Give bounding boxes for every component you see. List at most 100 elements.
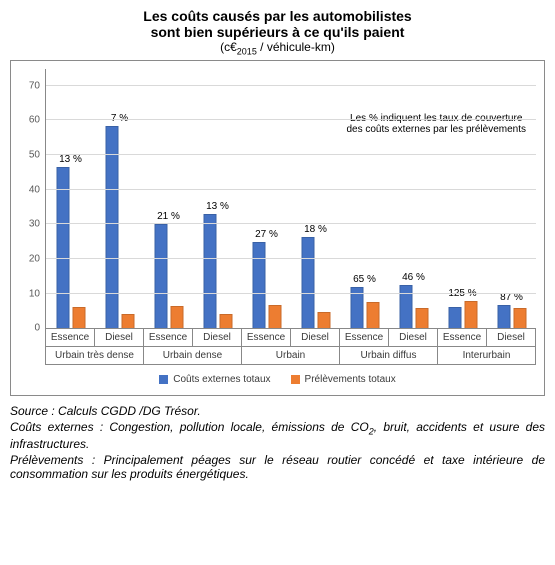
x-sub-label: Diesel [95, 329, 144, 347]
bar-group: 65 %46 % [340, 69, 438, 328]
bar-subgroup: 125 % [438, 69, 487, 328]
bar [56, 167, 69, 328]
bar [415, 308, 428, 328]
bar [105, 126, 118, 329]
x-group-label: Interurbain [438, 347, 536, 365]
bar [219, 314, 232, 329]
bar-pair [56, 167, 85, 328]
footnote-externals: Coûts externes : Congestion, pollution l… [10, 420, 545, 450]
ytick-label: 10 [29, 288, 46, 299]
bar-data-label: 125 % [438, 288, 488, 299]
bar [366, 302, 379, 328]
legend-item: Coûts externes totaux [159, 374, 270, 385]
gridline [46, 154, 536, 155]
bar-subgroup: 87 % [487, 69, 536, 328]
ytick-label: 40 [29, 184, 46, 195]
gridline [46, 85, 536, 86]
bar [72, 307, 85, 328]
subtitle-suffix: / véhicule-km) [257, 40, 335, 54]
x-group-label: Urbain diffus [340, 347, 438, 365]
subtitle-subscript: 2015 [237, 46, 257, 56]
bar-subgroup: 7 % [95, 69, 144, 328]
x-sub-label: Essence [438, 329, 487, 347]
bar-data-label: 18 % [291, 224, 341, 235]
bar-pair [399, 285, 428, 328]
x-sub-label: Diesel [389, 329, 438, 347]
footnote-externals-prefix: Coûts externes : Congestion, pollution l… [10, 420, 369, 434]
bar [301, 237, 314, 329]
gridline [46, 189, 536, 190]
bar-data-label: 21 % [144, 211, 194, 222]
chart-title-line2: sont bien supérieurs à ce qu'ils paient [10, 24, 545, 40]
bar-subgroup: 18 % [291, 69, 340, 328]
bar-pair [105, 126, 134, 329]
bar [399, 285, 412, 328]
sub-labels-row: EssenceDieselEssenceDieselEssenceDieselE… [45, 329, 536, 347]
bar [268, 305, 281, 329]
footnote-source: Source : Calculs CGDD /DG Trésor. [10, 404, 545, 418]
footnotes: Source : Calculs CGDD /DG Trésor. Coûts … [10, 404, 545, 480]
chart-container: Les % indiquent les taux de couverture d… [10, 60, 545, 396]
bar [497, 305, 510, 328]
bar-group: 13 % 7 % [46, 69, 144, 328]
bar-subgroup: 27 % [242, 69, 291, 328]
bar-subgroup: 46 % [389, 69, 438, 328]
bar-subgroup: 13 % [193, 69, 242, 328]
x-group-label: Urbain dense [144, 347, 242, 365]
x-sub-label: Diesel [193, 329, 242, 347]
ytick-label: 0 [34, 323, 46, 334]
ytick-label: 30 [29, 219, 46, 230]
bar [252, 242, 265, 329]
bar-data-label: 46 % [389, 272, 439, 283]
bar-data-label: 27 % [242, 229, 292, 240]
x-group-label: Urbain très dense [45, 347, 144, 365]
bar-pair [301, 237, 330, 329]
bar-data-label: 13 % [46, 154, 96, 165]
chart-subtitle: (c€2015 / véhicule-km) [10, 40, 545, 56]
group-labels-row: Urbain très denseUrbain denseUrbainUrbai… [45, 347, 536, 365]
bar-data-label: 7 % [95, 113, 145, 124]
legend-swatch [291, 375, 300, 384]
bar [513, 308, 526, 328]
chart-title-line1: Les coûts causés par les automobilistes [10, 8, 545, 24]
legend-swatch [159, 375, 168, 384]
footnote-levies: Prélèvements : Principalement péages sur… [10, 453, 545, 481]
legend-label: Prélèvements totaux [305, 374, 396, 385]
gridline [46, 293, 536, 294]
x-sub-label: Diesel [291, 329, 340, 347]
x-sub-label: Essence [144, 329, 193, 347]
x-sub-label: Essence [340, 329, 389, 347]
bar-group: 21 %13 % [144, 69, 242, 328]
bar-pair [497, 305, 526, 328]
bar-pair [252, 242, 281, 329]
legend-label: Coûts externes totaux [173, 374, 270, 385]
bar [121, 314, 134, 328]
bar-pair [448, 301, 477, 328]
bar-subgroup: 21 % [144, 69, 193, 328]
bar [317, 312, 330, 329]
x-group-label: Urbain [242, 347, 340, 365]
chart-title-block: Les coûts causés par les automobilistes … [10, 8, 545, 56]
bar-data-label: 13 % [193, 201, 243, 212]
bar [448, 307, 461, 328]
gridline [46, 223, 536, 224]
x-sub-label: Diesel [487, 329, 536, 347]
bar-pair [154, 224, 183, 328]
bar [203, 214, 216, 328]
bar [154, 224, 167, 328]
ytick-label: 20 [29, 254, 46, 265]
legend: Coûts externes totaux Prélèvements totaux [15, 365, 540, 391]
bar [464, 301, 477, 328]
bar-data-label: 65 % [340, 274, 390, 285]
gridline [46, 119, 536, 120]
x-sub-label: Essence [45, 329, 95, 347]
subtitle-prefix: (c€ [220, 40, 237, 54]
bars-layer: 13 %7 %21 %13 %27 %18 %65 %46 %125 %87 % [46, 69, 536, 328]
bar-group: 27 %18 % [242, 69, 340, 328]
plot-area: Les % indiquent les taux de couverture d… [45, 69, 536, 365]
x-sub-label: Essence [242, 329, 291, 347]
bar-pair [203, 214, 232, 328]
gridline [46, 258, 536, 259]
grid-region: Les % indiquent les taux de couverture d… [45, 69, 536, 329]
bar [170, 306, 183, 328]
